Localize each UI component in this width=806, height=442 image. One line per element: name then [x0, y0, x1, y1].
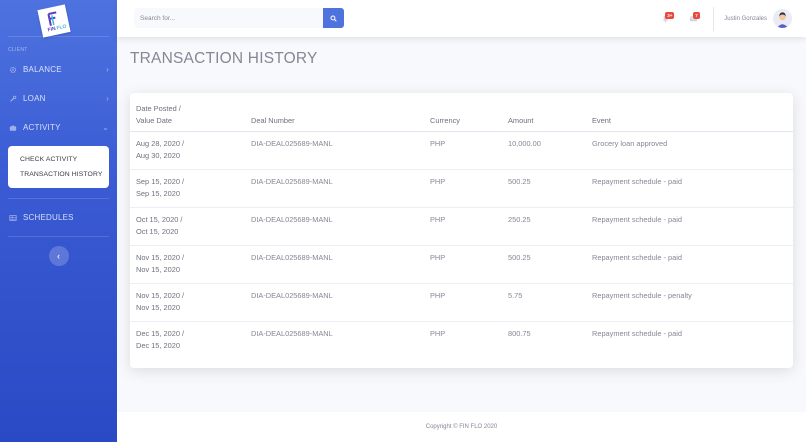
cell-event: Repayment schedule - paid [586, 169, 793, 208]
cell-amount: 10,000.00 [502, 131, 586, 170]
messages-button[interactable]: 7 [679, 0, 707, 37]
wrench-icon [8, 94, 18, 104]
cell-amount: 500.25 [502, 169, 586, 208]
cell-currency: PHP [424, 169, 502, 208]
table-row: Nov 15, 2020 /Nov 15, 2020 DIA-DEAL02568… [130, 245, 793, 284]
user-avatar-icon [773, 9, 792, 28]
cell-event: Repayment schedule - paid [592, 328, 682, 338]
transactions-card: Date Posted / Value Date Deal Number Cur… [130, 93, 793, 368]
sidebar-item-schedules[interactable]: SCHEDULES [0, 203, 117, 232]
sidebar-item-loan[interactable]: LOAN › [0, 84, 117, 113]
cell-date: Sep 15, 2020 /Sep 15, 2020 [130, 169, 245, 208]
copyright-text: Copyright © FIN FLO 2020 [425, 424, 498, 430]
cell-date: Aug 28, 2020 /Aug 30, 2020 [130, 131, 245, 170]
sidebar-item-label: ACTIVITY [23, 123, 61, 132]
topbar: 3+ 7 Justin Gonzales [117, 0, 806, 37]
table-row: Sep 15, 2020 /Sep 15, 2020 DIA-DEAL02568… [130, 169, 793, 208]
cell-currency: PHP [424, 131, 502, 170]
table-row: Aug 28, 2020 /Aug 30, 2020 DIA-DEAL02568… [130, 131, 793, 170]
chevron-right-icon: › [106, 65, 109, 74]
gear-icon [8, 65, 18, 75]
cell-deal-number: DIA-DEAL025689-MANL [245, 207, 424, 246]
sidebar-item-balance[interactable]: BALANCE › [0, 55, 117, 84]
cell-date: Nov 15, 2020 /Nov 15, 2020 [130, 245, 245, 284]
table-icon [8, 213, 18, 223]
table-row: Oct 15, 2020 /Oct 15, 2020 DIA-DEAL02568… [130, 207, 793, 246]
alerts-button[interactable]: 3+ [651, 0, 679, 37]
sidebar: FIN FLO CLIENT BALANCE › LOAN › ACTIVITY… [0, 0, 117, 442]
fin-flo-logo[interactable]: FIN FLO [37, 4, 71, 38]
camera-icon [8, 123, 18, 133]
cell-deal-number: DIA-DEAL025689-MANL [245, 283, 424, 322]
cell-amount: 250.25 [502, 207, 586, 246]
cell-deal-number: DIA-DEAL025689-MANL [245, 131, 424, 170]
footer: Copyright © FIN FLO 2020 [117, 412, 806, 442]
column-header-deal-number: Deal Number [245, 93, 424, 132]
cell-currency: PHP [424, 207, 502, 246]
submenu-item-check-activity[interactable]: CHECK ACTIVITY [20, 156, 78, 163]
cell-event: Repayment schedule - paid [586, 245, 793, 284]
sidebar-item-label: LOAN [23, 94, 46, 103]
cell-deal-number: DIA-DEAL025689-MANL [251, 328, 333, 338]
column-header-date: Date Posted / Value Date [130, 93, 245, 132]
search-form [134, 8, 344, 28]
cell-deal-number: DIA-DEAL025689-MANL [245, 169, 424, 208]
table-row: Nov 15, 2020 /Nov 15, 2020 DIA-DEAL02568… [130, 283, 793, 322]
activity-submenu: CHECK ACTIVITY TRANSACTION HISTORY [8, 146, 109, 188]
cell-event: Grocery loan approved [586, 131, 793, 170]
sidebar-divider [8, 236, 109, 237]
brand[interactable]: FIN FLO [0, 0, 117, 38]
cell-event: Repayment schedule - penalty [586, 283, 793, 322]
alerts-badge: 3+ [665, 12, 675, 19]
submenu-item-transaction-history[interactable]: TRANSACTION HISTORY [20, 171, 103, 178]
sidebar-divider [8, 198, 109, 199]
cell-event: Repayment schedule - paid [586, 207, 793, 246]
chevron-right-icon: › [106, 94, 109, 103]
transactions-table: Date Posted / Value Date Deal Number Cur… [130, 93, 793, 359]
table-header-row: Date Posted / Value Date Deal Number Cur… [130, 93, 793, 132]
sidebar-item-activity[interactable]: ACTIVITY ⌄ [0, 113, 117, 142]
sidebar-item-label: SCHEDULES [23, 213, 74, 222]
cell-date: Oct 15, 2020 /Oct 15, 2020 [130, 207, 245, 246]
sidebar-item-label: BALANCE [23, 65, 62, 74]
cell-currency: PHP [424, 245, 502, 284]
cell-amount: 5.75 [502, 283, 586, 322]
column-header-event: Event [586, 93, 793, 132]
messages-badge: 7 [693, 12, 700, 19]
table-row: Dec 15, 2020 /Dec 15, 2020 DIA-DEAL02568… [130, 321, 793, 359]
logo-icon: FIN FLO [47, 11, 67, 34]
chevron-left-icon: ‹ [57, 251, 60, 261]
topbar-divider [713, 6, 715, 31]
cell-currency: PHP [430, 328, 446, 338]
sidebar-heading: CLIENT [8, 47, 28, 53]
column-header-currency: Currency [424, 93, 502, 132]
cell-currency: PHP [424, 283, 502, 322]
chevron-down-icon: ⌄ [102, 123, 109, 132]
sidebar-divider [8, 36, 109, 37]
search-button[interactable] [323, 8, 344, 28]
cell-deal-number: DIA-DEAL025689-MANL [245, 245, 424, 284]
page-title: TRANSACTION HISTORY [130, 50, 318, 67]
svg-text:FLO: FLO [56, 24, 67, 32]
column-header-amount: Amount [502, 93, 586, 132]
cell-date: Nov 15, 2020 /Nov 15, 2020 [130, 283, 245, 322]
avatar[interactable] [773, 9, 792, 28]
cell-date: Dec 15, 2020 /Dec 15, 2020 [136, 328, 185, 351]
user-name[interactable]: Justin Gonzales [724, 15, 767, 22]
search-icon [330, 14, 337, 22]
svg-text:FIN: FIN [47, 26, 57, 34]
cell-amount: 800.75 [508, 328, 531, 338]
sidebar-toggle-button[interactable]: ‹ [48, 246, 69, 266]
topbar-actions: 3+ 7 Justin Gonzales [651, 0, 806, 37]
cell-amount: 500.25 [502, 245, 586, 284]
search-input[interactable] [134, 8, 323, 28]
